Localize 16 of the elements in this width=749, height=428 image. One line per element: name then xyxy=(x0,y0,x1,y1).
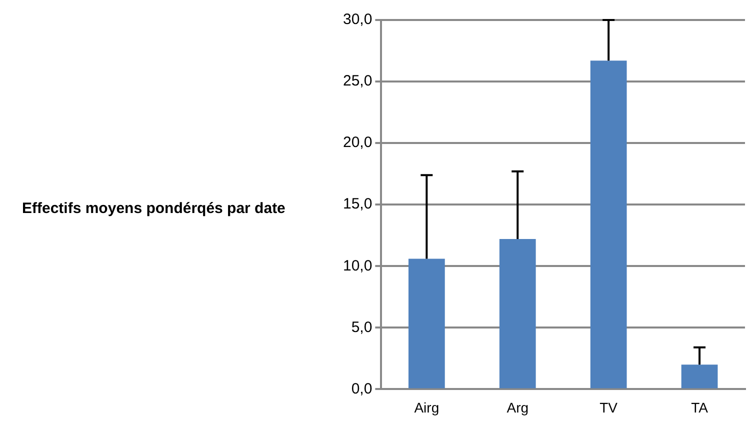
bar xyxy=(499,239,536,388)
y-axis-title: Effectifs moyens pondérqés par date xyxy=(22,200,286,217)
x-tick-label: Airg xyxy=(414,399,440,416)
y-tick-label: 5,0 xyxy=(351,318,372,336)
x-tick-label: TA xyxy=(691,399,709,416)
y-tick-label: 15,0 xyxy=(342,196,372,213)
y-tick-label: 0,0 xyxy=(351,380,372,398)
x-tick-label: Arg xyxy=(506,399,529,416)
y-tick-label: 20,0 xyxy=(342,134,372,152)
bar xyxy=(408,258,445,388)
x-tick-label: TV xyxy=(600,399,618,416)
bar xyxy=(590,60,627,388)
bar xyxy=(681,364,718,388)
y-tick-label: 25,0 xyxy=(342,72,372,90)
y-tick-label: 30,0 xyxy=(342,11,372,28)
y-tick-label: 10,0 xyxy=(342,257,372,274)
